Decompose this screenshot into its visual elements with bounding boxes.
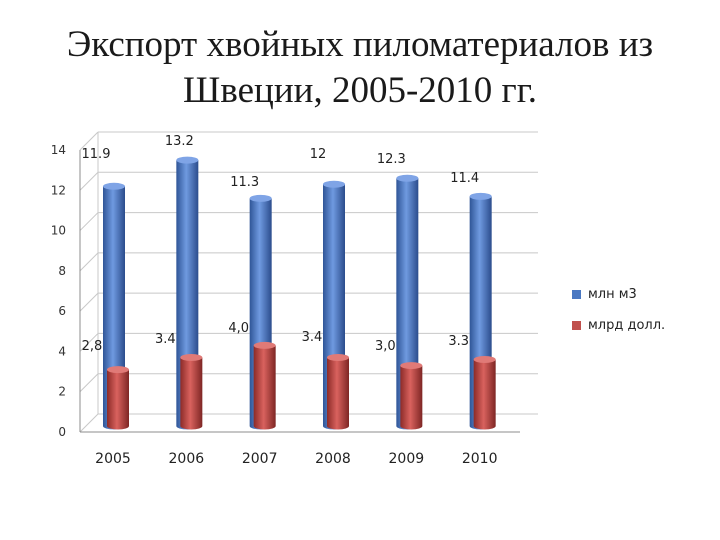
gridline-side — [79, 333, 99, 352]
legend-item-series-1: млн м3 — [572, 283, 665, 305]
data-label-series-2: 3,0 — [375, 339, 396, 354]
chart-title: Экспорт хвойных пиломатериалов из Швеции… — [0, 22, 720, 114]
data-label-series-2: 4,0 — [228, 321, 249, 336]
gridline-side — [79, 131, 99, 151]
data-label-series-2: 3.3 — [448, 334, 469, 349]
gridline-side — [79, 252, 99, 272]
bar-series-1-top — [323, 180, 345, 188]
bar-series-1-top — [396, 174, 419, 182]
gridline-side — [79, 212, 99, 231]
gridline-side — [79, 413, 99, 433]
y-tick-label: 4 — [58, 344, 66, 358]
bar-series-2 — [107, 369, 129, 430]
bar-series-2 — [473, 359, 496, 430]
x-tick-label: 2008 — [315, 451, 351, 467]
data-label-series-1: 11.9 — [82, 147, 111, 162]
data-label-series-2: 3.4 — [155, 332, 176, 347]
legend-label-series-2: млрд долл. — [588, 317, 666, 333]
legend-item-series-2: млрд долл. — [572, 314, 665, 336]
y-tick-label: 6 — [58, 304, 66, 318]
data-label-series-1: 12.3 — [377, 152, 406, 167]
data-label-series-2: 2,8 — [82, 339, 103, 354]
legend-label-series-1: млн м3 — [588, 286, 637, 302]
x-tick-label: 2010 — [462, 451, 498, 467]
y-tick-label: 10 — [51, 224, 66, 238]
chart-title-line-1: Экспорт хвойных пиломатериалов из — [66, 24, 654, 65]
legend-swatch-series-1 — [572, 289, 581, 299]
bar-series-2-top — [253, 341, 276, 349]
data-label-series-1: 11.3 — [230, 175, 259, 190]
bar-series-2 — [327, 357, 349, 430]
bar-series-2-top — [400, 362, 423, 370]
bar-series-1-top — [176, 156, 199, 164]
bar-series-2 — [253, 345, 276, 430]
data-label-series-1: 11.4 — [450, 171, 479, 186]
y-tick-label: 2 — [58, 385, 66, 399]
y-tick-label: 0 — [58, 425, 66, 439]
bar-series-2-top — [180, 354, 203, 362]
x-tick-label: 2006 — [169, 451, 205, 467]
bar-series-1-top — [249, 194, 272, 202]
gridline-side — [79, 292, 99, 312]
bar-series-2 — [400, 365, 423, 430]
data-label-series-1: 13.2 — [165, 134, 194, 149]
legend: млн м3 млрд долл. — [572, 283, 665, 345]
bar-series-1-top — [103, 182, 125, 190]
y-tick-label: 8 — [58, 264, 66, 278]
x-tick-label: 2009 — [389, 451, 425, 467]
y-tick-label: 14 — [51, 143, 66, 157]
bar-series-2 — [180, 357, 203, 430]
data-label-series-1: 12 — [310, 147, 327, 162]
x-tick-label: 2005 — [95, 451, 131, 467]
bar-series-1-top — [469, 192, 492, 200]
x-tick-label: 2007 — [242, 451, 278, 467]
chart-title-line-2: Швеции, 2005-2010 гг. — [183, 70, 537, 111]
bar-series-2-top — [473, 356, 496, 364]
legend-swatch-series-2 — [572, 320, 581, 330]
bar-series-2-top — [327, 354, 349, 362]
data-label-series-2: 3.4 — [302, 330, 323, 345]
bar-series-2-top — [107, 366, 129, 374]
gridline-side — [79, 373, 99, 393]
y-tick-label: 12 — [51, 183, 66, 197]
gridline-side — [79, 171, 99, 191]
